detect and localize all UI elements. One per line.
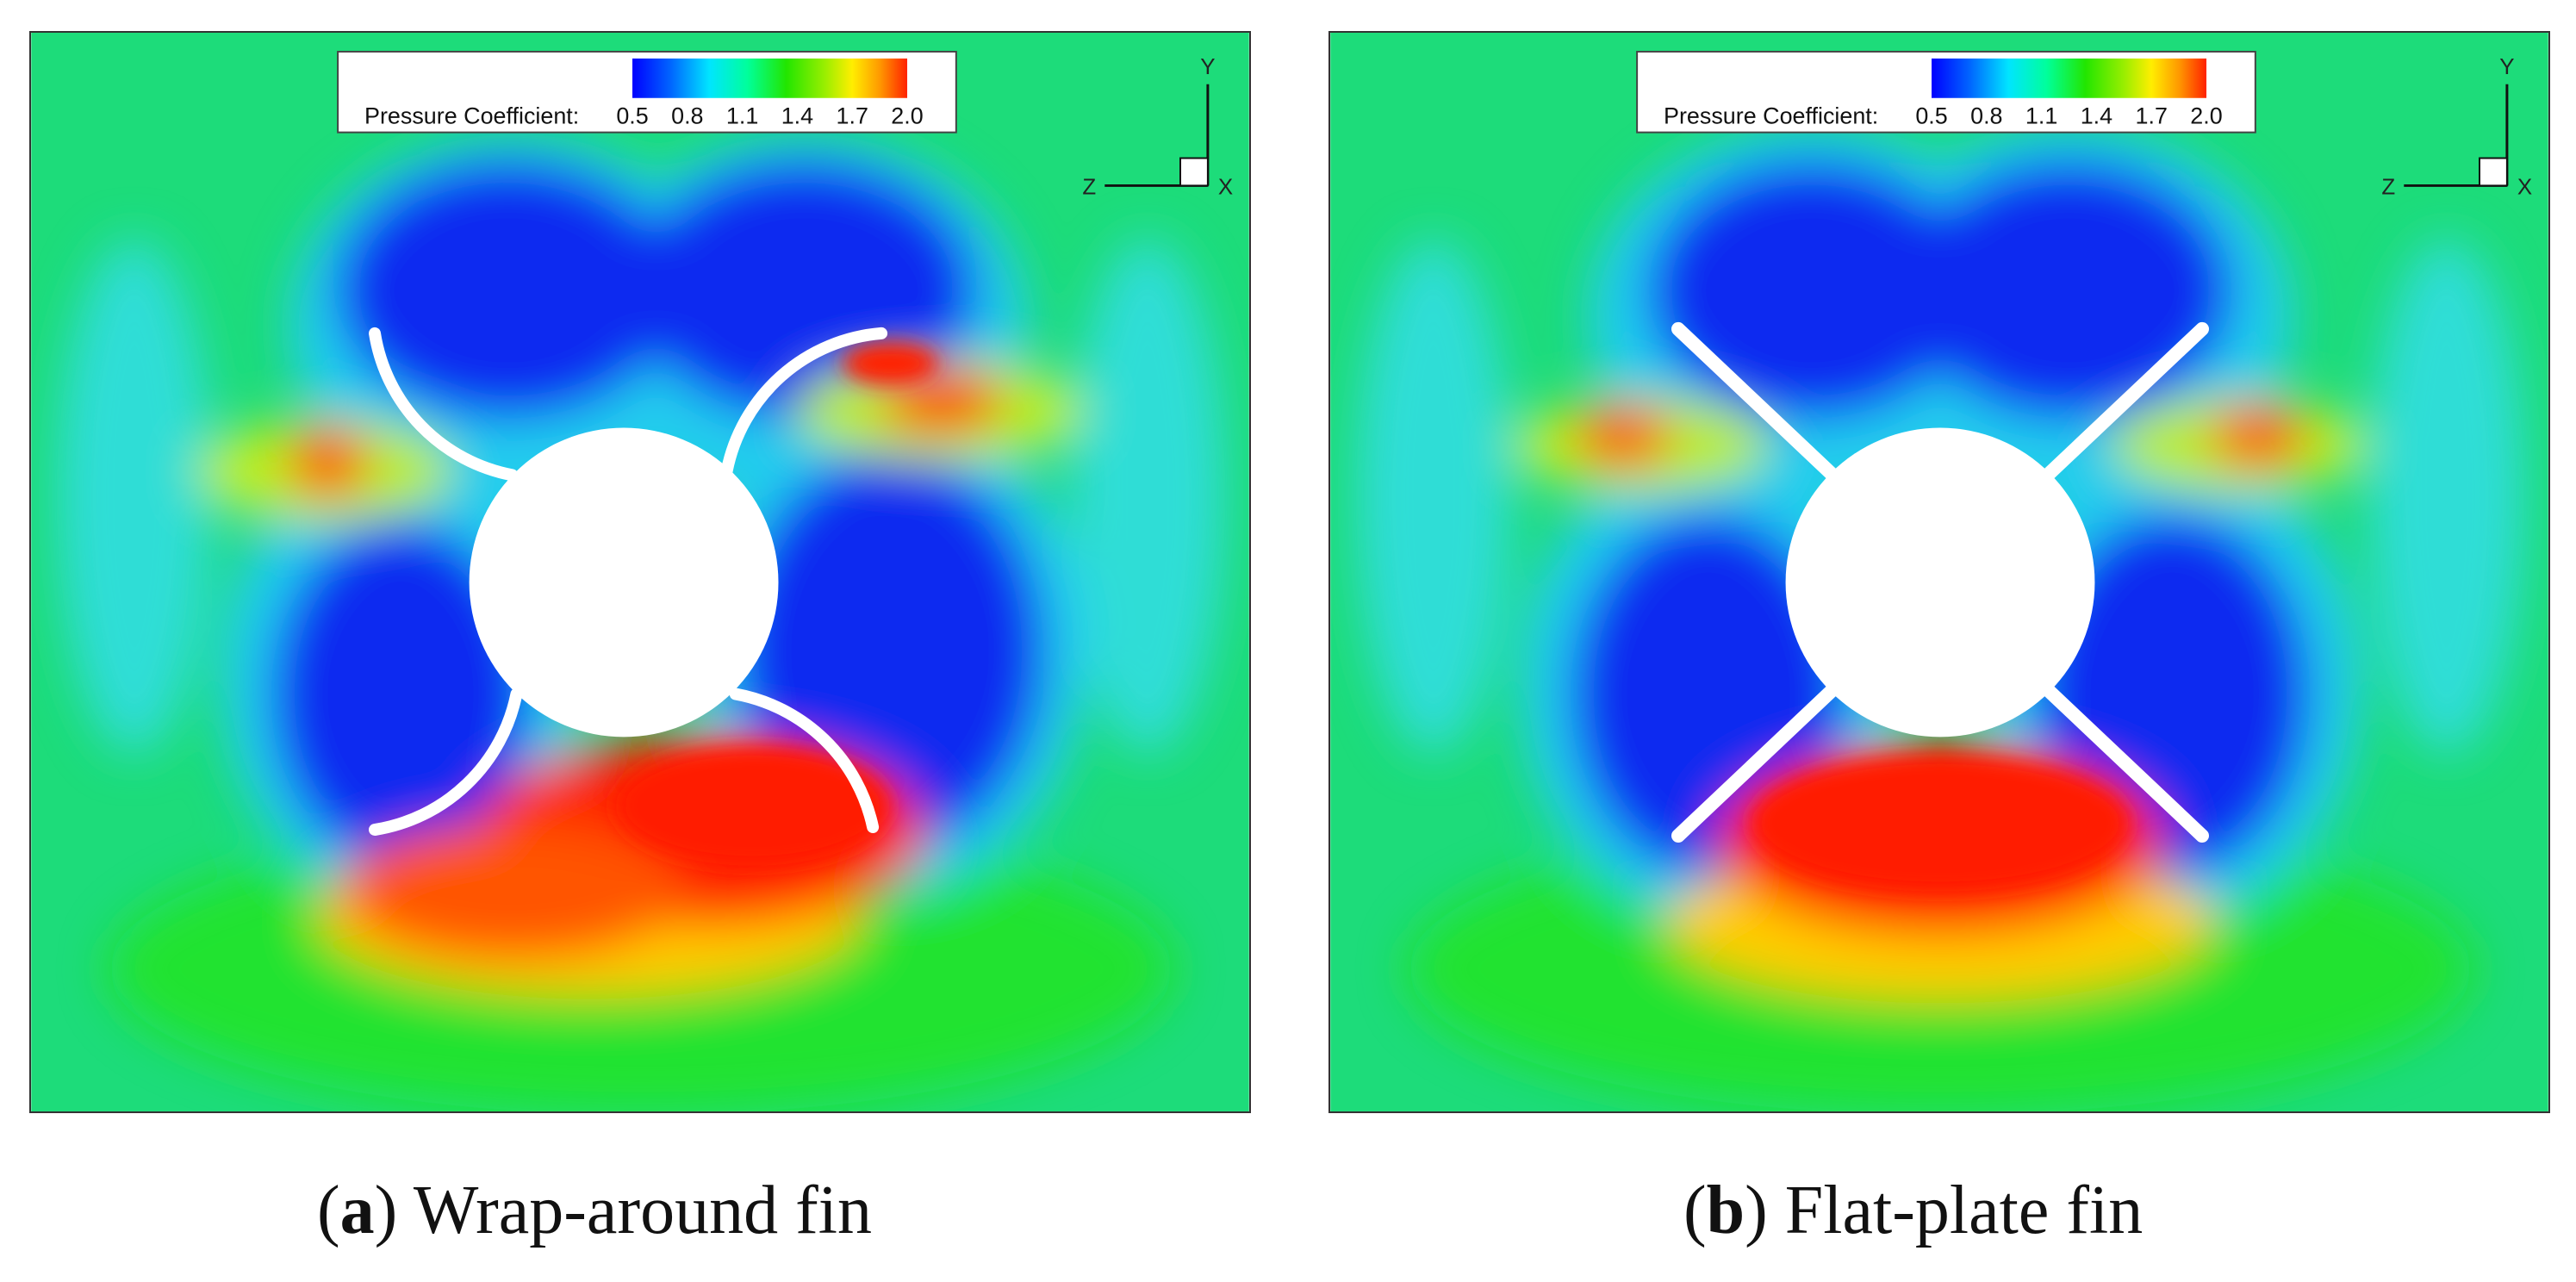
legend-tick: 2.0 bbox=[891, 103, 923, 129]
caption-open-paren: ( bbox=[1683, 1173, 1707, 1248]
wrap-around-fins bbox=[369, 327, 888, 837]
legend-tick: 1.4 bbox=[2081, 103, 2112, 129]
legend-tick: 1.1 bbox=[2025, 103, 2057, 129]
x-axis-label: X bbox=[1218, 175, 1233, 199]
legend-tick: 0.8 bbox=[1970, 103, 2002, 129]
missile-body bbox=[469, 427, 779, 737]
axis-triad: Y Z X bbox=[1082, 55, 1233, 200]
caption-letter: a bbox=[339, 1173, 375, 1248]
contour-plot-flat-plate-fin: Pressure Coefficient: 0.5 0.8 1.1 1.4 1.… bbox=[1328, 31, 2550, 1113]
legend-tick: 0.5 bbox=[616, 103, 648, 129]
axis-triad: Y Z X bbox=[2381, 55, 2532, 200]
contour-plot-wrap-around-fin: Pressure Coefficient: 0.5 0.8 1.1 1.4 1.… bbox=[29, 31, 1251, 1113]
caption-close-paren: ) bbox=[374, 1173, 398, 1248]
x-axis-label: X bbox=[2517, 175, 2532, 199]
y-axis-label: Y bbox=[2499, 55, 2514, 79]
legend-label: Pressure Coefficient: bbox=[364, 103, 579, 129]
red-core-regions bbox=[615, 341, 937, 866]
red-core-regions bbox=[1751, 754, 2130, 892]
legend-tick: 0.8 bbox=[671, 103, 703, 129]
z-axis-label: Z bbox=[1082, 175, 1096, 199]
legend-tick: 1.7 bbox=[2136, 103, 2168, 129]
pressure-field-b: Pressure Coefficient: 0.5 0.8 1.1 1.4 1.… bbox=[1330, 33, 2548, 1111]
legend-tick: 1.1 bbox=[726, 103, 758, 129]
legend-tick: 1.4 bbox=[781, 103, 813, 129]
caption-b: (b) Flat-plate fin bbox=[1683, 1172, 2143, 1250]
flat-plate-fins bbox=[1671, 321, 2209, 843]
colorbar-legend: Pressure Coefficient: 0.5 0.8 1.1 1.4 1.… bbox=[337, 50, 957, 134]
caption-close-paren: ) bbox=[1745, 1173, 1768, 1248]
y-axis-label: Y bbox=[1200, 55, 1215, 79]
caption-title: Flat-plate fin bbox=[1767, 1173, 2144, 1248]
legend-tick: 0.5 bbox=[1915, 103, 1947, 129]
legend-label: Pressure Coefficient: bbox=[1664, 103, 1878, 129]
caption-letter: b bbox=[1706, 1173, 1745, 1248]
caption-a: (a) Wrap-around fin bbox=[317, 1172, 872, 1250]
caption-title: Wrap-around fin bbox=[397, 1173, 872, 1248]
colorbar-legend: Pressure Coefficient: 0.5 0.8 1.1 1.4 1.… bbox=[1636, 50, 2256, 134]
legend-tick: 2.0 bbox=[2190, 103, 2222, 129]
missile-body bbox=[1785, 427, 2095, 737]
legend-tick: 1.7 bbox=[837, 103, 868, 129]
caption-open-paren: ( bbox=[317, 1173, 340, 1248]
pressure-regions bbox=[57, 135, 1225, 1111]
pressure-field-a: Pressure Coefficient: 0.5 0.8 1.1 1.4 1.… bbox=[31, 33, 1249, 1111]
z-axis-label: Z bbox=[2381, 175, 2395, 199]
